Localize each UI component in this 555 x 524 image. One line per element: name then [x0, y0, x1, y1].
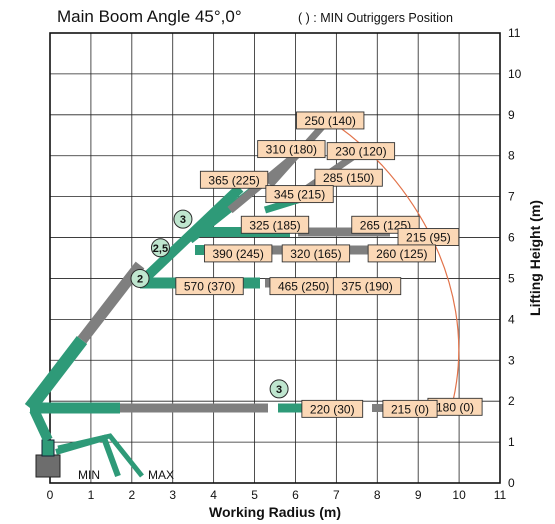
load-label-text: 365 (225) — [208, 173, 259, 187]
load-label-text: 220 (30) — [310, 402, 355, 416]
y-tick-label: 0 — [508, 476, 515, 490]
y-tick-label: 7 — [508, 190, 515, 204]
load-label-box — [326, 142, 396, 161]
load-label-text: 375 (190) — [341, 280, 392, 294]
x-tick-label: 5 — [251, 488, 258, 502]
main-boom-upper — [77, 261, 145, 344]
x-tick-label: 8 — [374, 488, 381, 502]
x-tick-label: 6 — [292, 488, 299, 502]
load-label-text: 215 (0) — [391, 402, 429, 416]
x-tick-label: 2 — [128, 488, 135, 502]
load-label-box — [199, 170, 269, 189]
load-label-text: 260 (125) — [376, 247, 427, 261]
section-marker-circle — [150, 238, 170, 258]
load-labels: 250 (140) 310 (180) 230 (120) 365 (225) 285 … — [175, 111, 483, 418]
y-tick-label: 11 — [508, 26, 521, 40]
load-label-text: 390 (245) — [212, 247, 263, 261]
load-label-box — [257, 140, 326, 159]
load-label-box — [314, 168, 383, 187]
y-tick-label: 4 — [508, 312, 515, 326]
x-axis-ticks: 0 1 2 3 4 5 6 7 8 9 10 11 — [47, 488, 507, 502]
load-label-text: 325 (185) — [249, 218, 300, 232]
x-tick-label: 10 — [452, 488, 466, 502]
y-axis-ticks: 0 1 2 3 4 5 6 7 8 9 10 11 — [508, 26, 522, 490]
load-label-box — [281, 244, 351, 263]
load-label-box — [175, 277, 244, 296]
y-tick-label: 6 — [508, 231, 515, 245]
load-label-box — [265, 185, 334, 204]
section-marker-text: 3 — [276, 384, 282, 396]
section-markers: 3 2,5 2 3 — [130, 209, 289, 399]
y-tick-label: 5 — [508, 271, 515, 285]
load-label-text: 230 (120) — [335, 145, 386, 159]
y-tick-label: 8 — [508, 149, 515, 163]
load-label-text: 215 (95) — [406, 231, 451, 245]
max-label: MAX — [148, 468, 174, 482]
base-link — [29, 407, 53, 443]
x-tick-label: 3 — [169, 488, 176, 502]
y-tick-label: 9 — [508, 108, 515, 122]
x-axis-label: Working Radius (m) — [209, 504, 341, 520]
load-label-box — [332, 277, 402, 296]
load-label-box — [296, 111, 365, 130]
section-marker-circle — [173, 209, 193, 229]
y-tick-label: 3 — [508, 353, 515, 367]
x-tick-label: 11 — [494, 488, 507, 502]
load-label-box — [367, 244, 436, 263]
x-tick-label: 0 — [47, 488, 54, 502]
x-tick-label: 1 — [88, 488, 95, 502]
section-marker-circle — [269, 379, 289, 399]
main-boom-lower — [24, 336, 88, 412]
min-label: MIN — [78, 468, 100, 482]
chart-title: Main Boom Angle 45°,0° — [57, 7, 242, 26]
load-label-text: 465 (250) — [278, 280, 329, 294]
load-label-text: 180 (0) — [436, 400, 474, 414]
load-label-text: 285 (150) — [323, 171, 374, 185]
load-label-box — [204, 244, 273, 263]
x-tick-label: 9 — [415, 488, 422, 502]
load-label-box — [240, 215, 310, 234]
y-tick-label: 10 — [508, 67, 522, 81]
section-marker-text: 2 — [137, 273, 143, 285]
plot-frame — [49, 32, 501, 484]
load-label-text: 320 (165) — [290, 247, 341, 261]
y-tick-label: 2 — [508, 394, 515, 408]
load-label-box — [382, 399, 438, 418]
x-tick-label: 7 — [333, 488, 340, 502]
y-axis-label: Lifting Height (m) — [527, 200, 543, 316]
load-label-text: 310 (180) — [266, 143, 317, 157]
x-tick-label: 4 — [210, 488, 217, 502]
outrigger-note: ( ) : MIN Outriggers Position — [298, 11, 453, 25]
crane-base — [35, 454, 61, 478]
load-label-text: 345 (215) — [274, 188, 325, 202]
load-label-text: 570 (370) — [184, 280, 235, 294]
outrigger-max — [57, 433, 144, 478]
crane-column — [41, 439, 55, 457]
section-marker-text: 3 — [180, 214, 186, 226]
y-tick-label: 1 — [508, 435, 515, 449]
section-marker-circle — [130, 268, 150, 288]
section-marker-text: 2,5 — [153, 243, 168, 255]
load-label-text: 250 (140) — [305, 114, 356, 128]
load-label-box — [301, 399, 364, 418]
